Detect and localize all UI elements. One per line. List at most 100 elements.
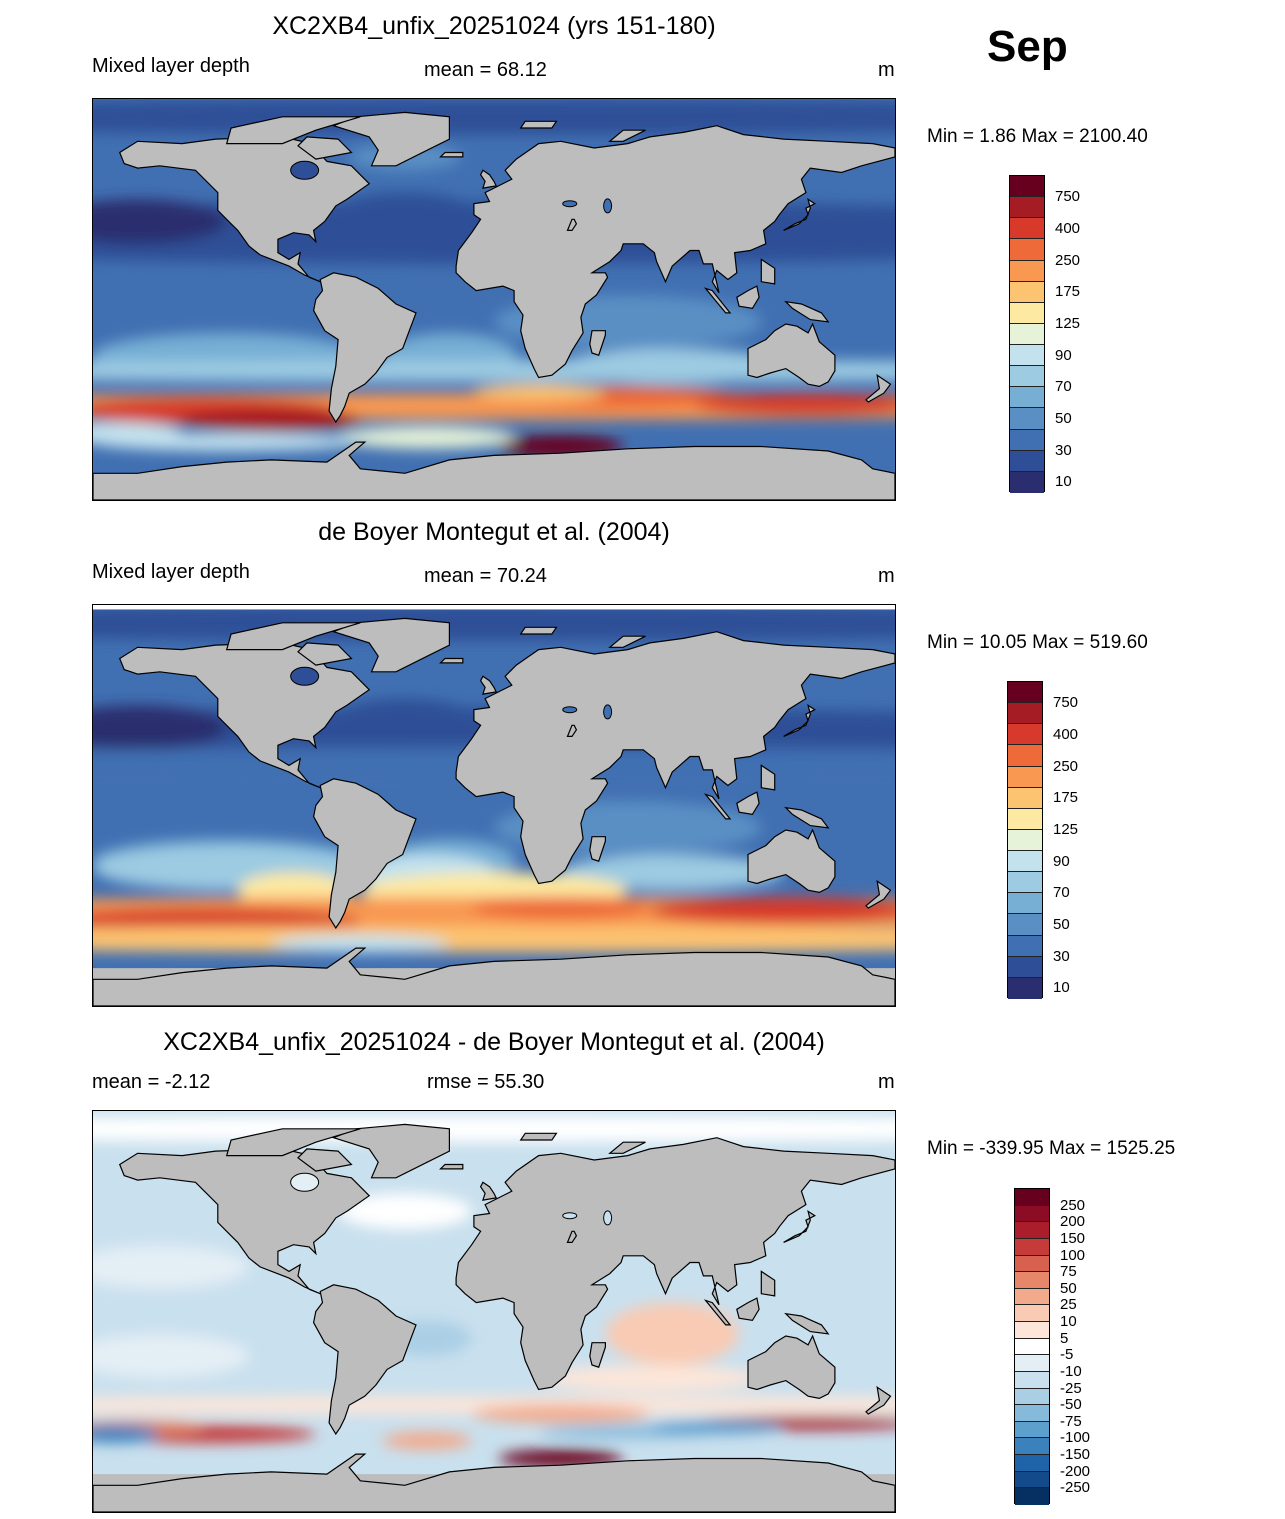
panel1-map — [92, 98, 896, 501]
colorbar-swatch — [1015, 1421, 1049, 1439]
land-new-guinea — [784, 300, 830, 323]
panel1-title: XC2XB4_unfix_20251024 (yrs 151-180) — [272, 12, 716, 40]
colorbar-swatch — [1015, 1305, 1049, 1322]
colorbar-tick-label: -5 — [1060, 1346, 1074, 1364]
colorbar-tick-label: 10 — [1055, 473, 1072, 491]
colorbar-tick-label: -100 — [1060, 1429, 1091, 1447]
colorbar-swatch — [1015, 1338, 1049, 1356]
colorbar-swatch — [1015, 1371, 1049, 1389]
land-arctic-islands — [225, 116, 361, 145]
colorbar-swatch — [1010, 429, 1044, 451]
colorbar-swatch — [1010, 450, 1044, 472]
land-philippines — [760, 258, 776, 285]
colorbar-tick-label: 750 — [1053, 694, 1079, 712]
colorbar-swatch — [1008, 914, 1042, 936]
land-iceland — [439, 657, 464, 664]
land-borneo — [736, 1297, 760, 1322]
land-antarctica — [93, 441, 895, 500]
colorbar-tick-label: 250 — [1060, 1196, 1086, 1214]
panel3-rmse-label: rmse = 55.30 — [427, 1071, 545, 1093]
land-japan — [783, 703, 816, 737]
colorbar-swatch — [1008, 829, 1042, 851]
land-south-america — [312, 1284, 417, 1436]
colorbar-swatch — [1010, 408, 1044, 430]
land-philippines — [760, 764, 776, 791]
colorbar-tick-label: 10 — [1053, 979, 1070, 997]
colorbar-tick-label: 125 — [1055, 314, 1081, 332]
colorbar-tick-label: -150 — [1060, 1446, 1091, 1464]
colorbar-tick-label: 30 — [1055, 441, 1072, 459]
land-arctic-islands — [225, 1128, 361, 1157]
panel3-minmax: Min = -339.95 Max = 1525.25 — [927, 1138, 1176, 1159]
panel1-left-label: Mixed layer depth — [92, 55, 250, 77]
colorbar-swatch — [1015, 1471, 1049, 1489]
colorbar-tick-label: 50 — [1055, 410, 1072, 428]
colorbar-tick-label: 90 — [1055, 346, 1072, 364]
land-new-zealand — [865, 373, 892, 403]
colorbar-swatch — [1015, 1238, 1049, 1256]
colorbar-swatch — [1015, 1388, 1049, 1406]
colorbar-tick-label: 400 — [1055, 219, 1081, 237]
land-greenland — [331, 617, 450, 673]
colorbar-swatch — [1010, 302, 1044, 324]
land-novaya-zemlya — [608, 1141, 646, 1154]
colorbar-swatch — [1008, 682, 1042, 704]
colorbar-swatch — [1008, 956, 1042, 978]
land-novaya-zemlya — [608, 635, 646, 648]
land-africa-eurasia — [455, 1137, 895, 1391]
land-antarctica — [93, 1453, 895, 1512]
colorbar-tick-label: 200 — [1060, 1213, 1086, 1231]
panel1-mean-label: mean = 68.12 — [424, 59, 547, 81]
land-iceland — [439, 1163, 464, 1170]
month-label: Sep — [987, 22, 1068, 71]
colorbar-tick-label: 75 — [1060, 1263, 1077, 1281]
land-australia — [747, 322, 836, 388]
colorbar-tick-label: -75 — [1060, 1412, 1082, 1430]
colorbar-swatch — [1015, 1272, 1049, 1289]
panel2-left-label: Mixed layer depth — [92, 561, 250, 583]
colorbar-swatch — [1008, 935, 1042, 957]
colorbar-swatch — [1008, 703, 1042, 725]
land-madagascar — [589, 1342, 607, 1368]
land-japan — [783, 1209, 816, 1243]
colorbar-tick-label: 5 — [1060, 1329, 1069, 1347]
land-sumatra — [703, 287, 732, 314]
panel1-units: m — [878, 59, 895, 81]
land-middle-east-gap — [566, 1230, 578, 1243]
colorbar-tick-label: 25 — [1060, 1296, 1077, 1314]
land-borneo — [736, 285, 760, 310]
land-greenland — [331, 111, 450, 167]
colorbar-tick-label: -25 — [1060, 1379, 1082, 1397]
colorbar-swatch — [1010, 260, 1044, 282]
colorbar-swatch — [1008, 872, 1042, 894]
colorbar-tick-label: -250 — [1060, 1479, 1091, 1497]
colorbar-swatches — [1007, 681, 1043, 999]
land-uk — [479, 675, 498, 695]
colorbar-tick-label: 750 — [1055, 188, 1081, 206]
colorbar-tick-label: -50 — [1060, 1396, 1082, 1414]
colorbar-swatch — [1010, 218, 1044, 240]
land-borneo — [736, 791, 760, 816]
land-middle-east-gap — [566, 724, 578, 737]
colorbar-swatch — [1015, 1222, 1049, 1239]
land-australia — [747, 1334, 836, 1400]
colorbar-tick-label: 400 — [1053, 725, 1079, 743]
land-new-zealand — [865, 1385, 892, 1415]
land-madagascar — [589, 330, 607, 356]
land-japan — [783, 197, 816, 231]
panel2-title: de Boyer Montegut et al. (2004) — [318, 518, 670, 546]
land-middle-east-gap — [566, 218, 578, 231]
colorbar-swatch — [1008, 808, 1042, 830]
panel3-units: m — [878, 1071, 895, 1093]
land-madagascar — [589, 836, 607, 862]
colorbar-swatch — [1010, 176, 1044, 198]
colorbar-tick-label: -200 — [1060, 1462, 1091, 1480]
colorbar-swatch — [1008, 977, 1042, 999]
colorbar-tick-label: 70 — [1055, 378, 1072, 396]
colorbar-swatch — [1008, 893, 1042, 915]
colorbar-swatch — [1010, 366, 1044, 388]
land-new-guinea — [784, 806, 830, 829]
colorbar-swatch — [1008, 787, 1042, 809]
colorbar-tick-label: 250 — [1053, 757, 1079, 775]
colorbar-swatch — [1015, 1189, 1049, 1206]
